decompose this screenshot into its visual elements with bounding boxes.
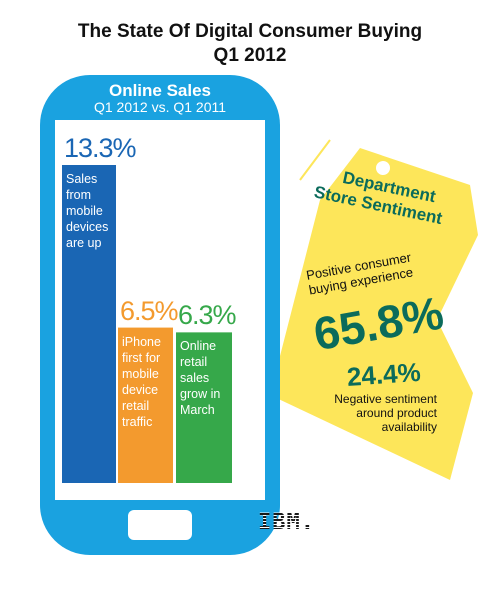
negative-label-line3: availability: [381, 420, 437, 434]
bar-1: [118, 327, 173, 483]
tag-shape: [270, 148, 478, 480]
bar-category-label-2-line-4: March: [180, 403, 215, 418]
bar-2: [176, 332, 232, 483]
bar-value-label-2: 6.3%: [178, 300, 237, 331]
chart-title: Online Sales: [108, 81, 212, 100]
bar-category-label-1-line-0: iPhone: [122, 334, 161, 349]
bar-category-label-0-line-0: Sales: [66, 172, 98, 186]
chart-subtitle: Q1 2012 vs. Q1 2011: [93, 99, 227, 115]
negative-value: 24.4%: [345, 356, 422, 392]
negative-label-line1: Negative sentiment: [334, 392, 437, 406]
bar-category-label-0-line-3: devices: [66, 220, 109, 234]
bar-category-label-2-line-1: retail: [180, 355, 208, 370]
tag-hole: [376, 161, 390, 175]
bar-category-label-2-line-0: Online: [180, 339, 217, 354]
tag-string: [299, 139, 331, 181]
bar-category-label-0: Sales from mobile devices are up: [66, 171, 108, 251]
price-tag: [270, 139, 478, 480]
bar-category-label-2-line-2: sales: [180, 371, 210, 386]
page-subtitle: Q1 2012: [213, 45, 287, 66]
bar-value-label-1: 6.5%: [120, 295, 179, 326]
page-title: The State Of Digital Consumer Buying: [77, 21, 423, 42]
bar-0: [62, 165, 116, 483]
bar-category-label-1-line-2: mobile: [122, 366, 159, 381]
phone-home-button: [128, 510, 192, 540]
bar-category-label-1: iPhone first for mobile device retail traffic: [122, 334, 161, 430]
bar-category-label-1-line-1: first for: [122, 350, 161, 365]
negative-label-line2: around product: [356, 406, 437, 420]
bar-category-label-1-line-3: device: [122, 382, 159, 397]
bar-value-label-0: 13.3%: [64, 133, 137, 163]
bar-category-label-2: Online retail sales grow in March: [180, 338, 220, 418]
bar-series: [62, 165, 232, 483]
bar-category-label-0-line-4: are up: [66, 236, 102, 250]
bar-category-label-1-line-5: traffic: [122, 414, 153, 429]
bar-category-label-2-line-3: grow in: [180, 387, 221, 402]
negative-label: Negative sentiment around product availa…: [325, 392, 437, 434]
ibm-logo: IBM.: [258, 510, 315, 535]
bar-category-label-0-line-1: from: [66, 188, 91, 202]
bar-category-label-1-line-4: retail: [122, 398, 150, 413]
bar-category-label-0-line-2: mobile: [66, 204, 103, 218]
